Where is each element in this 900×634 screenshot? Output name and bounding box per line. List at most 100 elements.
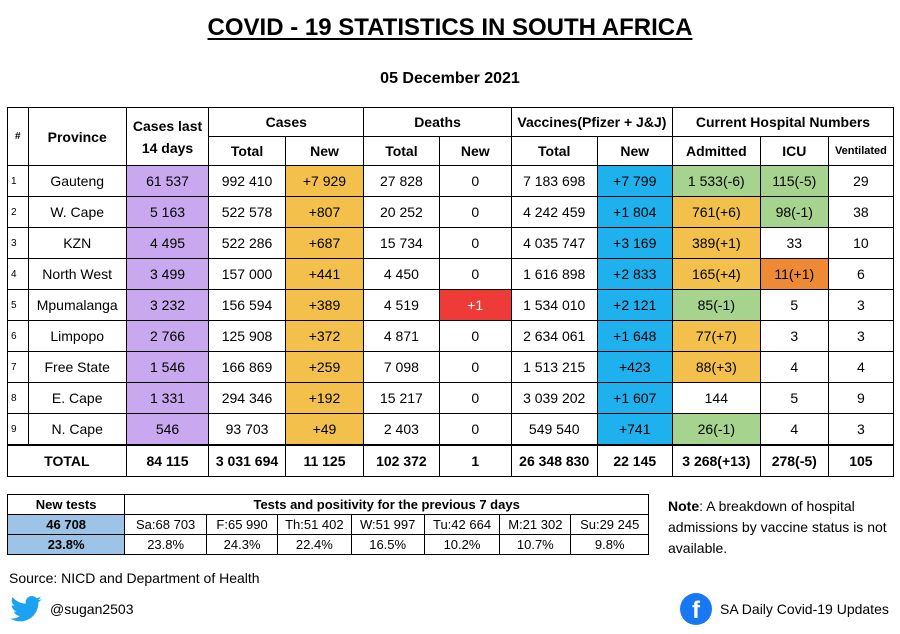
cell-cases-total: 157 000 bbox=[208, 258, 286, 290]
cell-ventilated: 6 bbox=[827, 258, 895, 290]
cell-deaths-total: 4 871 bbox=[363, 320, 440, 352]
cell-vacc-new: +2 121 bbox=[596, 289, 673, 321]
cell-vacc-total: 549 540 bbox=[510, 413, 598, 446]
table-row: 6 Limpopo 2 766 125 908 +372 4 871 0 2 634 061 +… bbox=[7, 320, 895, 352]
total-deaths-new: 1 bbox=[438, 444, 512, 477]
cell-icu: 115(-5) bbox=[759, 165, 829, 197]
twitter-handle[interactable]: @sugan2503 bbox=[10, 596, 134, 622]
cell-ventilated: 4 bbox=[827, 351, 895, 383]
test-day-positivity: 10.2% bbox=[423, 534, 501, 555]
cell-vacc-total: 3 039 202 bbox=[510, 382, 598, 414]
cell-vacc-new: +7 799 bbox=[596, 165, 673, 197]
cell-deaths-total: 15 734 bbox=[363, 227, 440, 259]
col-icu: ICU bbox=[759, 136, 829, 166]
tests-header: Tests and positivity for the previous 7 … bbox=[124, 494, 649, 515]
facebook-page-text: SA Daily Covid-19 Updates bbox=[720, 601, 889, 617]
cell-admitted: 88(+3) bbox=[671, 351, 761, 383]
cell-deaths-new: +1 bbox=[438, 289, 512, 321]
cell-vacc-new: +1 804 bbox=[596, 196, 673, 228]
cell-vacc-total: 4 242 459 bbox=[510, 196, 598, 228]
cell-deaths-new: 0 bbox=[438, 165, 512, 197]
cell-cases14: 3 499 bbox=[125, 258, 210, 290]
cell-province: W. Cape bbox=[27, 196, 127, 228]
cell-deaths-new: 0 bbox=[438, 196, 512, 228]
total-icu: 278(-5) bbox=[759, 444, 829, 477]
cell-icu: 11(+1) bbox=[759, 258, 829, 290]
col-admitted: Admitted bbox=[671, 136, 761, 166]
cell-cases-new: +259 bbox=[284, 351, 365, 383]
cell-cases-new: +441 bbox=[284, 258, 365, 290]
tests-table: New tests Tests and positivity for the p… bbox=[6, 494, 649, 555]
cell-num: 4 bbox=[7, 258, 29, 290]
note-text: : A breakdown of hospital admissions by … bbox=[668, 498, 887, 556]
cell-cases14: 546 bbox=[125, 413, 210, 446]
col-ventilated: Ventilated bbox=[827, 136, 895, 166]
cell-admitted: 77(+7) bbox=[671, 320, 761, 352]
cell-vacc-new: +3 169 bbox=[596, 227, 673, 259]
col-vacc-total: Total bbox=[510, 136, 598, 166]
cell-admitted: 85(-1) bbox=[671, 289, 761, 321]
cell-icu: 98(-1) bbox=[759, 196, 829, 228]
note: Note: A breakdown of hospital admissions… bbox=[668, 496, 893, 559]
cell-num: 9 bbox=[7, 413, 29, 446]
cell-ventilated: 3 bbox=[827, 413, 895, 446]
test-day-positivity: 10.7% bbox=[499, 534, 572, 555]
cell-cases-new: +372 bbox=[284, 320, 365, 352]
twitter-icon bbox=[10, 596, 42, 622]
cell-deaths-new: 0 bbox=[438, 413, 512, 446]
col-cases: Cases bbox=[208, 107, 365, 137]
total-label: TOTAL bbox=[7, 444, 127, 477]
test-day-positivity: 22.4% bbox=[277, 534, 352, 555]
cell-cases-new: +192 bbox=[284, 382, 365, 414]
col-province: Province bbox=[27, 107, 127, 166]
total-deaths-total: 102 372 bbox=[363, 444, 440, 477]
facebook-icon: f bbox=[680, 593, 712, 625]
test-day-count: Sa:68 703 bbox=[124, 514, 207, 535]
cell-cases14: 4 495 bbox=[125, 227, 210, 259]
cell-deaths-total: 27 828 bbox=[363, 165, 440, 197]
cell-cases-new: +687 bbox=[284, 227, 365, 259]
cell-province: North West bbox=[27, 258, 127, 290]
cell-vacc-total: 4 035 747 bbox=[510, 227, 598, 259]
cell-deaths-total: 7 098 bbox=[363, 351, 440, 383]
total-vacc-total: 26 348 830 bbox=[510, 444, 598, 477]
cell-cases-total: 522 286 bbox=[208, 227, 286, 259]
cell-deaths-total: 4 519 bbox=[363, 289, 440, 321]
cell-vacc-new: +1 648 bbox=[596, 320, 673, 352]
cell-province: Free State bbox=[27, 351, 127, 383]
report-date: 05 December 2021 bbox=[380, 70, 520, 87]
new-tests-label: New tests bbox=[6, 494, 126, 515]
cell-deaths-new: 0 bbox=[438, 351, 512, 383]
cell-deaths-new: 0 bbox=[438, 258, 512, 290]
cell-num: 7 bbox=[7, 351, 29, 383]
cell-admitted: 389(+1) bbox=[671, 227, 761, 259]
cell-num: 3 bbox=[7, 227, 29, 259]
cases14-line2: 14 days bbox=[141, 139, 194, 156]
test-day-count: Th:51 402 bbox=[277, 514, 352, 535]
cell-vacc-new: +423 bbox=[596, 351, 673, 383]
cell-cases-new: +49 bbox=[284, 413, 365, 446]
cell-province: Mpumalanga bbox=[27, 289, 127, 321]
cell-cases-total: 294 346 bbox=[208, 382, 286, 414]
col-vaccines: Vaccines(Pfizer + J&J) bbox=[510, 107, 673, 137]
total-ventilated: 105 bbox=[827, 444, 895, 477]
test-day-positivity: 9.8% bbox=[570, 534, 649, 555]
col-hospital: Current Hospital Numbers bbox=[671, 107, 895, 137]
positivity-value: 23.8% bbox=[6, 534, 126, 555]
cell-vacc-total: 1 513 215 bbox=[510, 351, 598, 383]
cell-province: KZN bbox=[27, 227, 127, 259]
source: Source: NICD and Department of Health bbox=[9, 570, 260, 586]
cell-deaths-total: 4 450 bbox=[363, 258, 440, 290]
cell-admitted: 26(-1) bbox=[671, 413, 761, 446]
test-day-count: Tu:42 664 bbox=[423, 514, 501, 535]
col-cases-total: Total bbox=[208, 136, 286, 166]
cell-vacc-new: +741 bbox=[596, 413, 673, 446]
new-tests-value: 46 708 bbox=[6, 514, 126, 535]
table-row: 5 Mpumalanga 3 232 156 594 +389 4 519 +1 1 534 … bbox=[7, 289, 895, 321]
cell-province: Gauteng bbox=[27, 165, 127, 197]
cell-deaths-new: 0 bbox=[438, 382, 512, 414]
facebook-page[interactable]: f SA Daily Covid-19 Updates bbox=[680, 593, 889, 625]
test-day-count: M:21 302 bbox=[499, 514, 572, 535]
statistics-table: # Province Cases last 14 days Cases Death… bbox=[7, 107, 895, 477]
total-cases-total: 3 031 694 bbox=[208, 444, 286, 477]
